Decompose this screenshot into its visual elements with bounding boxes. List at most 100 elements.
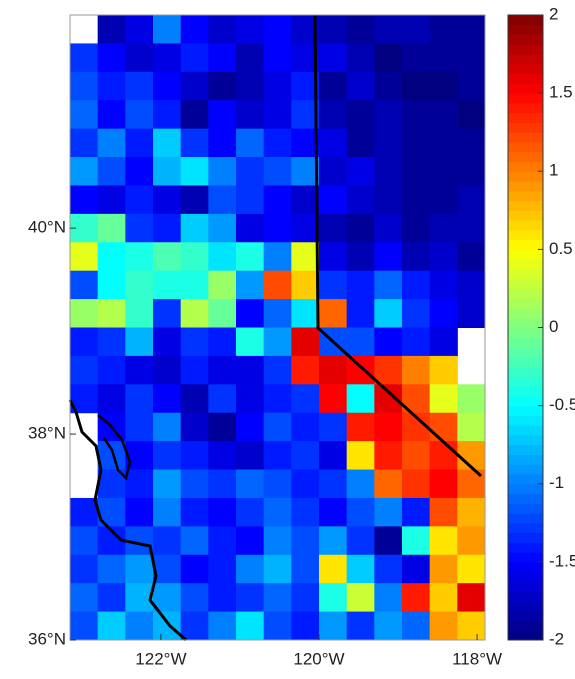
cell	[319, 355, 348, 385]
cell	[180, 583, 209, 613]
cell	[346, 469, 375, 499]
cell	[429, 270, 458, 300]
cell	[180, 270, 209, 300]
cell	[374, 554, 403, 584]
cell	[291, 327, 320, 357]
cell	[291, 526, 320, 556]
cell	[97, 299, 126, 328]
cell	[125, 384, 154, 414]
cell	[374, 213, 403, 243]
colorbar-step	[508, 24, 543, 36]
cell	[236, 497, 265, 527]
cell	[153, 327, 182, 357]
cell	[263, 327, 292, 357]
cell	[402, 526, 431, 556]
cell	[319, 43, 348, 73]
cell	[97, 583, 126, 613]
cell	[97, 554, 126, 584]
cell	[429, 412, 458, 442]
cell	[457, 497, 486, 527]
cell	[125, 554, 154, 584]
cell	[125, 185, 154, 215]
colorbar-tick-label: -1.5	[549, 551, 575, 570]
cell	[180, 15, 209, 44]
cells	[70, 15, 486, 641]
cell	[236, 554, 265, 584]
cell	[236, 611, 265, 641]
cell	[457, 242, 486, 272]
cell	[180, 497, 209, 527]
cell	[346, 43, 375, 73]
cell	[153, 526, 182, 556]
cell	[97, 71, 126, 101]
cell	[263, 213, 292, 243]
cell	[180, 185, 209, 215]
cell	[153, 355, 182, 385]
cell	[208, 157, 237, 186]
cell	[263, 441, 292, 471]
cell	[374, 185, 403, 215]
colorbar-step	[508, 434, 543, 446]
cell	[346, 526, 375, 556]
cell	[457, 128, 486, 158]
colorbar-step	[508, 259, 543, 270]
cell	[402, 554, 431, 584]
colorbar-step	[508, 141, 543, 153]
cell	[346, 412, 375, 442]
cell	[180, 242, 209, 272]
cell	[319, 157, 348, 186]
colorbar-step	[508, 493, 543, 504]
cell	[153, 384, 182, 414]
colorbar-step	[508, 405, 543, 416]
colorbar-step	[508, 454, 543, 465]
cell	[125, 100, 154, 130]
cell	[153, 100, 182, 130]
cell	[70, 583, 99, 613]
bay-outline	[97, 414, 132, 481]
cell	[97, 100, 126, 130]
cell	[208, 611, 237, 641]
cell	[70, 526, 99, 556]
cell	[374, 242, 403, 272]
cell	[125, 242, 154, 272]
cell	[374, 526, 403, 556]
cell	[97, 43, 126, 73]
cell	[429, 327, 458, 357]
map-frame	[69, 14, 486, 641]
colorbar-step	[508, 356, 543, 368]
cell	[291, 213, 320, 243]
cell	[346, 384, 375, 414]
colorbar-tick-label: 0.5	[549, 239, 573, 258]
cell	[319, 497, 348, 527]
cell	[125, 15, 154, 44]
cell	[319, 128, 348, 158]
cell	[457, 583, 486, 613]
cell	[208, 43, 237, 73]
colorbar-step	[508, 630, 543, 641]
colorbar-tick-label: 0	[549, 317, 558, 336]
cell	[291, 554, 320, 584]
cell	[402, 299, 431, 328]
colorbar-step	[508, 532, 543, 543]
cell	[429, 185, 458, 215]
colorbar-step	[508, 552, 543, 563]
cell	[346, 15, 375, 44]
cell	[70, 270, 99, 300]
colorbar-step	[508, 307, 543, 319]
cell	[291, 299, 320, 328]
cell	[125, 213, 154, 243]
cell	[125, 128, 154, 158]
colorbar-step	[508, 347, 543, 358]
cell	[180, 100, 209, 130]
cell	[180, 43, 209, 73]
cell	[125, 327, 154, 357]
cell	[374, 355, 403, 385]
cell	[457, 554, 486, 584]
cell	[374, 270, 403, 300]
cell	[97, 15, 126, 44]
colorbar-step	[508, 249, 543, 260]
cell	[291, 412, 320, 442]
colorbar-step	[508, 298, 543, 309]
cell	[263, 497, 292, 527]
cell	[291, 441, 320, 471]
